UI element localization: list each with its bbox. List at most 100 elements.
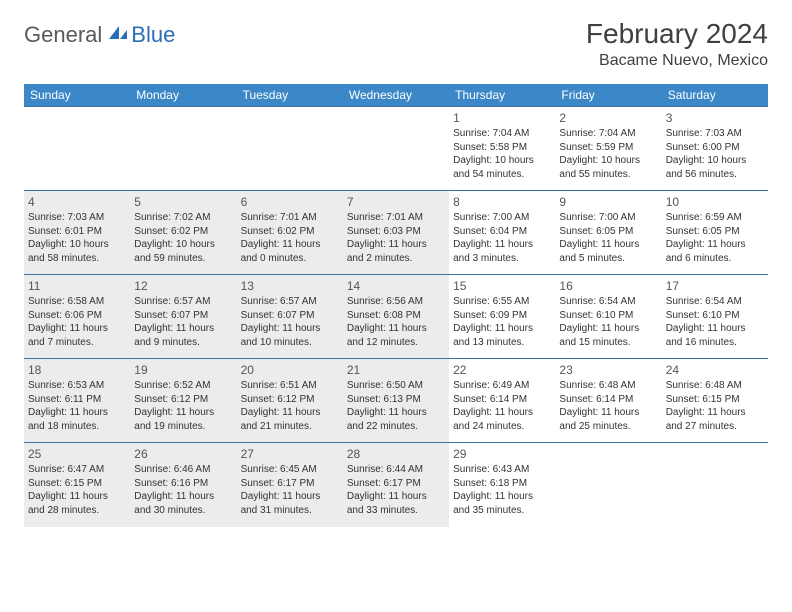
calendar-day-cell: 11Sunrise: 6:58 AMSunset: 6:06 PMDayligh… — [24, 275, 130, 359]
sunset-text: Sunset: 6:03 PM — [347, 225, 445, 239]
sunrise-text: Sunrise: 6:48 AM — [559, 379, 657, 393]
day-number: 16 — [559, 278, 657, 294]
sunset-text: Sunset: 6:14 PM — [453, 393, 551, 407]
calendar-week-row: 18Sunrise: 6:53 AMSunset: 6:11 PMDayligh… — [24, 359, 768, 443]
daylight-text: Daylight: 11 hours — [134, 406, 232, 420]
daylight-text: Daylight: 11 hours — [347, 406, 445, 420]
sunrise-text: Sunrise: 7:04 AM — [453, 127, 551, 141]
title-block: February 2024 Bacame Nuevo, Mexico — [586, 18, 768, 70]
daylight-text: and 56 minutes. — [666, 168, 764, 182]
sunset-text: Sunset: 5:59 PM — [559, 141, 657, 155]
calendar-day-cell: 10Sunrise: 6:59 AMSunset: 6:05 PMDayligh… — [662, 191, 768, 275]
sunset-text: Sunset: 6:08 PM — [347, 309, 445, 323]
calendar-day-cell: 21Sunrise: 6:50 AMSunset: 6:13 PMDayligh… — [343, 359, 449, 443]
day-number: 11 — [28, 278, 126, 294]
day-number: 26 — [134, 446, 232, 462]
logo-text-blue: Blue — [131, 22, 175, 48]
weekday-header: Tuesday — [237, 84, 343, 107]
sunrise-text: Sunrise: 6:57 AM — [241, 295, 339, 309]
daylight-text: and 25 minutes. — [559, 420, 657, 434]
daylight-text: Daylight: 11 hours — [28, 406, 126, 420]
day-number: 3 — [666, 110, 764, 126]
daylight-text: Daylight: 11 hours — [666, 322, 764, 336]
daylight-text: Daylight: 10 hours — [453, 154, 551, 168]
day-number: 12 — [134, 278, 232, 294]
daylight-text: Daylight: 10 hours — [28, 238, 126, 252]
day-number: 2 — [559, 110, 657, 126]
daylight-text: Daylight: 11 hours — [347, 490, 445, 504]
daylight-text: and 2 minutes. — [347, 252, 445, 266]
day-number: 28 — [347, 446, 445, 462]
calendar-day-cell: 5Sunrise: 7:02 AMSunset: 6:02 PMDaylight… — [130, 191, 236, 275]
sunset-text: Sunset: 6:17 PM — [241, 477, 339, 491]
daylight-text: and 28 minutes. — [28, 504, 126, 518]
sunset-text: Sunset: 6:12 PM — [241, 393, 339, 407]
calendar-day-cell: 14Sunrise: 6:56 AMSunset: 6:08 PMDayligh… — [343, 275, 449, 359]
day-number: 27 — [241, 446, 339, 462]
sunrise-text: Sunrise: 6:55 AM — [453, 295, 551, 309]
day-number: 5 — [134, 194, 232, 210]
day-number: 29 — [453, 446, 551, 462]
calendar-week-row: 25Sunrise: 6:47 AMSunset: 6:15 PMDayligh… — [24, 443, 768, 527]
sunrise-text: Sunrise: 7:03 AM — [28, 211, 126, 225]
daylight-text: and 30 minutes. — [134, 504, 232, 518]
calendar-day-cell: 12Sunrise: 6:57 AMSunset: 6:07 PMDayligh… — [130, 275, 236, 359]
sunrise-text: Sunrise: 7:02 AM — [134, 211, 232, 225]
daylight-text: and 15 minutes. — [559, 336, 657, 350]
day-number: 4 — [28, 194, 126, 210]
daylight-text: Daylight: 10 hours — [134, 238, 232, 252]
daylight-text: and 10 minutes. — [241, 336, 339, 350]
sunrise-text: Sunrise: 6:54 AM — [559, 295, 657, 309]
daylight-text: and 35 minutes. — [453, 504, 551, 518]
sunset-text: Sunset: 6:18 PM — [453, 477, 551, 491]
calendar-day-cell: 27Sunrise: 6:45 AMSunset: 6:17 PMDayligh… — [237, 443, 343, 527]
daylight-text: Daylight: 11 hours — [453, 322, 551, 336]
day-number: 22 — [453, 362, 551, 378]
sunset-text: Sunset: 6:15 PM — [28, 477, 126, 491]
day-number: 21 — [347, 362, 445, 378]
calendar-day-cell — [130, 107, 236, 191]
sunset-text: Sunset: 6:10 PM — [559, 309, 657, 323]
daylight-text: Daylight: 11 hours — [28, 322, 126, 336]
sunset-text: Sunset: 6:05 PM — [666, 225, 764, 239]
sunrise-text: Sunrise: 7:01 AM — [241, 211, 339, 225]
logo: General Blue — [24, 18, 175, 48]
sunset-text: Sunset: 6:10 PM — [666, 309, 764, 323]
daylight-text: Daylight: 11 hours — [28, 490, 126, 504]
daylight-text: Daylight: 11 hours — [453, 406, 551, 420]
weekday-header: Wednesday — [343, 84, 449, 107]
calendar-day-cell: 16Sunrise: 6:54 AMSunset: 6:10 PMDayligh… — [555, 275, 661, 359]
sunset-text: Sunset: 6:05 PM — [559, 225, 657, 239]
daylight-text: and 21 minutes. — [241, 420, 339, 434]
calendar-day-cell: 9Sunrise: 7:00 AMSunset: 6:05 PMDaylight… — [555, 191, 661, 275]
daylight-text: Daylight: 11 hours — [559, 238, 657, 252]
sunset-text: Sunset: 6:11 PM — [28, 393, 126, 407]
daylight-text: and 18 minutes. — [28, 420, 126, 434]
day-number: 10 — [666, 194, 764, 210]
day-number: 7 — [347, 194, 445, 210]
calendar-day-cell: 17Sunrise: 6:54 AMSunset: 6:10 PMDayligh… — [662, 275, 768, 359]
calendar-day-cell: 8Sunrise: 7:00 AMSunset: 6:04 PMDaylight… — [449, 191, 555, 275]
daylight-text: and 24 minutes. — [453, 420, 551, 434]
calendar-day-cell — [24, 107, 130, 191]
calendar-day-cell — [555, 443, 661, 527]
daylight-text: and 27 minutes. — [666, 420, 764, 434]
calendar-day-cell: 20Sunrise: 6:51 AMSunset: 6:12 PMDayligh… — [237, 359, 343, 443]
sunrise-text: Sunrise: 6:52 AM — [134, 379, 232, 393]
daylight-text: and 12 minutes. — [347, 336, 445, 350]
sunrise-text: Sunrise: 6:43 AM — [453, 463, 551, 477]
daylight-text: Daylight: 11 hours — [347, 238, 445, 252]
daylight-text: Daylight: 11 hours — [453, 490, 551, 504]
header: General Blue February 2024 Bacame Nuevo,… — [24, 18, 768, 70]
sunrise-text: Sunrise: 7:01 AM — [347, 211, 445, 225]
daylight-text: and 54 minutes. — [453, 168, 551, 182]
day-number: 9 — [559, 194, 657, 210]
sunrise-text: Sunrise: 6:56 AM — [347, 295, 445, 309]
calendar-day-cell: 26Sunrise: 6:46 AMSunset: 6:16 PMDayligh… — [130, 443, 236, 527]
sunrise-text: Sunrise: 6:49 AM — [453, 379, 551, 393]
calendar-day-cell: 18Sunrise: 6:53 AMSunset: 6:11 PMDayligh… — [24, 359, 130, 443]
calendar-day-cell — [237, 107, 343, 191]
day-number: 14 — [347, 278, 445, 294]
sunrise-text: Sunrise: 6:46 AM — [134, 463, 232, 477]
sunset-text: Sunset: 6:16 PM — [134, 477, 232, 491]
